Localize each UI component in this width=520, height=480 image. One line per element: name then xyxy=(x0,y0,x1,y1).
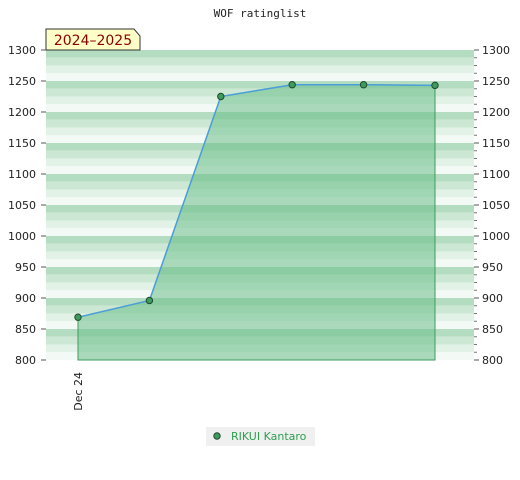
y-tick-label-left: 1250 xyxy=(8,75,36,88)
grid-band xyxy=(46,50,474,58)
y-tick-label-right: 1250 xyxy=(482,75,510,88)
data-point xyxy=(431,81,439,90)
y-tick-label-left: 1150 xyxy=(8,137,36,150)
legend: RIKUI Kantaro xyxy=(206,427,315,446)
data-point xyxy=(74,313,82,321)
legend-label: RIKUI Kantaro xyxy=(231,430,307,443)
y-tick-label-left: 1050 xyxy=(8,199,36,212)
y-tick-label-left: 850 xyxy=(15,323,36,336)
plot-area-series xyxy=(74,81,439,361)
y-tick-label-right: 1300 xyxy=(482,44,510,57)
y-tick-label-left: 1100 xyxy=(8,168,36,181)
grid-band xyxy=(46,65,474,74)
legend-box xyxy=(206,427,315,446)
data-point xyxy=(145,296,154,305)
y-tick-label-right: 1150 xyxy=(482,137,510,150)
chart-title: WOF ratinglist xyxy=(214,7,307,20)
badge-label: 2024–2025 xyxy=(54,33,132,49)
data-point xyxy=(288,81,296,89)
y-tick-label-left: 900 xyxy=(15,292,36,305)
y-tick-label-left: 1200 xyxy=(8,106,36,119)
grid-band xyxy=(46,73,474,81)
legend-marker xyxy=(213,432,221,440)
grid-band xyxy=(46,81,474,89)
y-tick-label-left: 1300 xyxy=(8,44,36,57)
y-axis-left: 800 850 900 950 1000 1050 1100 1150 1200 1250 1300 xyxy=(8,44,46,367)
badge-shape xyxy=(45,28,141,51)
y-tick-label-right: 950 xyxy=(482,261,503,274)
y-tick-label-left: 1000 xyxy=(8,230,36,243)
grid-band xyxy=(46,57,474,66)
x-tick-label: Dec 24 xyxy=(72,372,85,411)
season-badge: 2024–2025 xyxy=(45,28,141,51)
y-tick-label-right: 1100 xyxy=(482,168,510,181)
y-tick-label-right: 1200 xyxy=(482,106,510,119)
data-point xyxy=(359,81,368,89)
data-point xyxy=(217,92,225,101)
y-tick-label-left: 950 xyxy=(15,261,36,274)
y-tick-label-right: 900 xyxy=(482,292,503,305)
y-tick-label-left: 800 xyxy=(15,354,36,367)
y-tick-label-right: 1000 xyxy=(482,230,510,243)
y-axis-right: 800 850 900 950 1000 1050 1100 1150 1200 1250 1300 xyxy=(474,44,510,367)
x-axis: Dec 24 xyxy=(72,372,85,411)
y-tick-label-right: 1050 xyxy=(482,199,510,212)
y-tick-label-right: 850 xyxy=(482,323,503,336)
y-tick-label-right: 800 xyxy=(482,354,503,367)
series-line xyxy=(77,83,436,318)
